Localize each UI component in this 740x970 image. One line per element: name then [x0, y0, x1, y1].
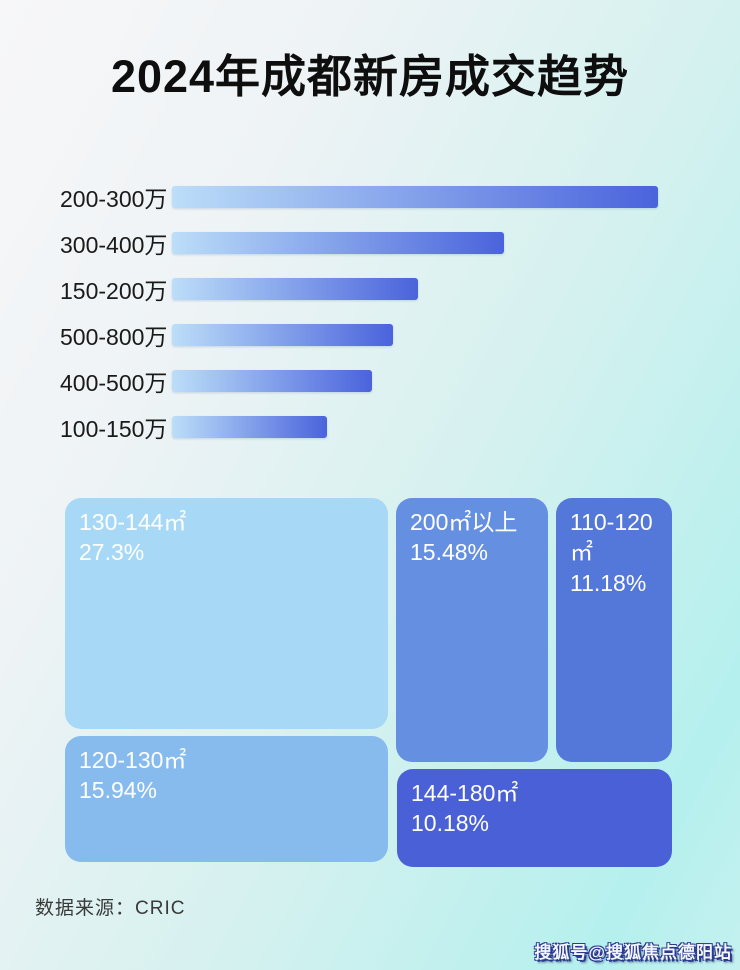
bar-track — [172, 232, 658, 254]
tile-label: 120-130㎡ — [79, 747, 187, 773]
bar-200-300w — [172, 186, 658, 208]
bar-row: 500-800万 — [60, 312, 680, 358]
data-source-label: 数据来源：CRIC — [35, 898, 186, 919]
watermark-text: 搜狐号@搜狐焦点德阳站 — [534, 943, 732, 962]
bar-300-400w — [172, 232, 504, 254]
bar-row: 150-200万 — [60, 266, 680, 312]
bar-row: 400-500万 — [60, 358, 680, 404]
tile-percent: 11.18% — [570, 569, 647, 596]
price-bar-chart: 200-300万 300-400万 150-200万 500-800万 400-… — [60, 174, 680, 450]
treemap-tile-110-120: 110-120㎡ 11.18% — [556, 498, 672, 762]
bar-track — [172, 186, 658, 208]
tile-label: 110-120㎡ — [570, 509, 653, 566]
tile-percent: 27.3% — [79, 539, 145, 566]
tile-label: 144-180㎡ — [411, 780, 519, 806]
bar-track — [172, 370, 658, 392]
bar-category-label: 400-500万 — [60, 370, 168, 396]
treemap-tile-120-130: 120-130㎡ 15.94% — [65, 736, 388, 862]
page-title: 2024年成都新房成交趋势 — [110, 51, 630, 102]
bar-track — [172, 416, 658, 438]
bar-category-label: 150-200万 — [60, 278, 168, 304]
treemap-tile-130-144: 130-144㎡ 27.3% — [65, 498, 388, 729]
tile-percent: 15.48% — [410, 539, 489, 566]
bar-category-label: 500-800万 — [60, 324, 168, 350]
tile-percent: 10.18% — [411, 810, 490, 837]
tile-label: 200㎡以上 — [410, 509, 518, 535]
bar-100-150w — [172, 416, 328, 438]
treemap-tile-144-180: 144-180㎡ 10.18% — [397, 769, 672, 867]
bar-150-200w — [172, 278, 418, 300]
tile-label: 130-144㎡ — [79, 509, 187, 535]
bar-row: 200-300万 — [60, 174, 680, 220]
bar-track — [172, 278, 658, 300]
bar-category-label: 100-150万 — [60, 416, 168, 442]
bar-track — [172, 324, 658, 346]
bar-500-800w — [172, 324, 394, 346]
bar-400-500w — [172, 370, 373, 392]
bar-row: 300-400万 — [60, 220, 680, 266]
bar-row: 100-150万 — [60, 404, 680, 450]
treemap-tile-200-plus: 200㎡以上 15.48% — [396, 498, 548, 762]
tile-percent: 15.94% — [79, 777, 158, 804]
bar-category-label: 200-300万 — [60, 186, 168, 212]
bar-category-label: 300-400万 — [60, 232, 168, 258]
